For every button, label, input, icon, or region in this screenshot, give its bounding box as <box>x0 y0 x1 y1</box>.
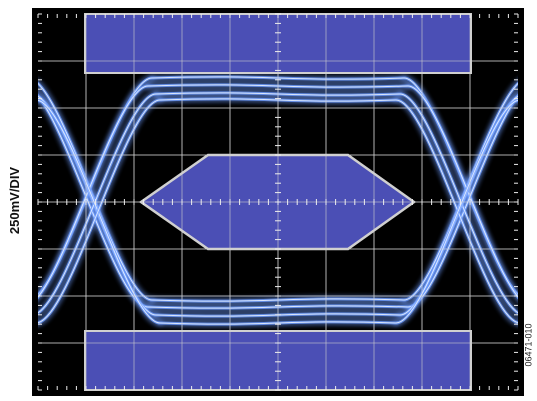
trace-core <box>395 100 518 324</box>
figure-id-text: 06471-010 <box>524 323 535 367</box>
figure-id: 06471-010 <box>521 290 537 400</box>
axis-ticks <box>37 13 519 391</box>
trace-core <box>38 99 161 323</box>
